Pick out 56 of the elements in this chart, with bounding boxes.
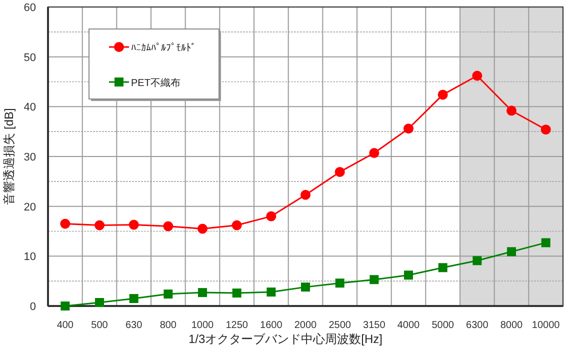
- x-tick-label: 3150: [363, 320, 386, 331]
- point: [232, 220, 242, 230]
- x-tick-label: 1600: [260, 320, 283, 331]
- point: [335, 278, 344, 288]
- point: [94, 220, 104, 230]
- point: [60, 218, 70, 229]
- point: [369, 148, 380, 158]
- y-tick-label: 50: [24, 52, 36, 64]
- x-tick-label: 6300: [466, 320, 489, 331]
- x-tick-label: 630: [125, 320, 143, 331]
- x-tick-label: 1250: [226, 320, 248, 331]
- y-tick-label: 10: [24, 251, 36, 264]
- point: [540, 124, 551, 135]
- point: [507, 247, 516, 256]
- x-tick-label: 500: [91, 320, 108, 331]
- y-tick-label: 60: [24, 2, 36, 14]
- x-tick-label: 800: [160, 320, 177, 331]
- y-tick-label: 20: [24, 201, 36, 214]
- point: [266, 288, 276, 297]
- legend-label: PET不織布: [131, 77, 180, 89]
- x-tick-label: 2000: [294, 320, 318, 331]
- x-tick-label: 400: [56, 320, 74, 331]
- point: [472, 256, 482, 266]
- x-tick-label: 8000: [500, 320, 524, 331]
- point: [301, 282, 310, 292]
- point: [334, 166, 345, 177]
- point: [198, 224, 208, 234]
- point: [300, 190, 310, 200]
- point: [541, 238, 550, 248]
- point: [164, 290, 173, 299]
- x-tick-label: 5000: [432, 320, 454, 331]
- point: [472, 70, 482, 81]
- point: [438, 90, 448, 100]
- point: [438, 263, 448, 272]
- point: [163, 221, 174, 232]
- x-tick-label: 1000: [191, 320, 214, 331]
- point: [60, 302, 70, 310]
- x-tick-label: 4000: [397, 320, 420, 331]
- point: [129, 294, 138, 304]
- point: [506, 106, 516, 116]
- y-axis-title: 音響透過損失 [dB]: [2, 108, 16, 205]
- point: [404, 270, 413, 280]
- x-tick-label: 10000: [532, 320, 560, 331]
- point: [266, 211, 276, 222]
- legend-label: ﾊﾆｶﾑﾊﾟﾙﾌﾟﾓﾙﾄﾞ: [131, 42, 196, 54]
- y-tick-label: 30: [24, 152, 36, 164]
- point: [198, 288, 207, 298]
- y-tick-label: 0: [30, 301, 36, 313]
- point: [370, 275, 379, 284]
- point: [128, 220, 139, 230]
- point: [95, 298, 104, 308]
- y-tick-label: 40: [24, 102, 36, 114]
- point: [232, 288, 242, 298]
- point: [404, 124, 414, 134]
- x-tick-label: 2500: [328, 320, 352, 331]
- x-axis-title: 1/3オクターブバンド中心周波数[Hz]: [188, 332, 383, 346]
